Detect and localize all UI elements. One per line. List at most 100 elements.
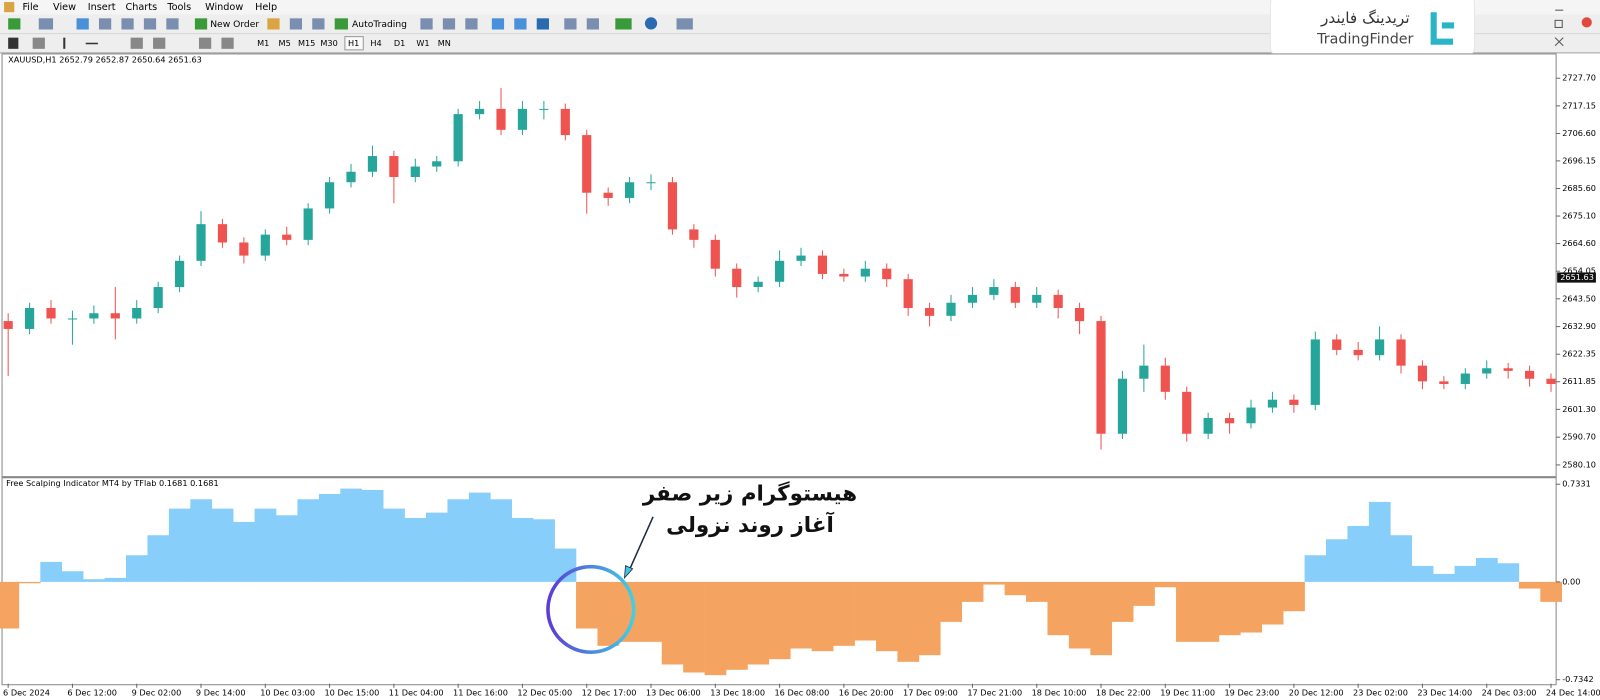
histogram-bar bbox=[790, 581, 813, 649]
menu-item[interactable]: Tools bbox=[166, 2, 191, 13]
icon[interactable] bbox=[153, 37, 166, 49]
icon[interactable] bbox=[166, 18, 179, 30]
icon[interactable] bbox=[76, 18, 89, 30]
histogram-bar bbox=[1261, 581, 1284, 625]
toolbar-icons bbox=[8, 17, 693, 49]
icon[interactable] bbox=[514, 18, 527, 30]
menu-item[interactable]: Window bbox=[205, 2, 243, 13]
icon[interactable] bbox=[334, 18, 348, 30]
icon[interactable] bbox=[8, 18, 21, 30]
icon[interactable] bbox=[644, 17, 658, 30]
candle-body bbox=[67, 318, 78, 320]
icon[interactable] bbox=[98, 18, 112, 30]
annotation-line: آغاز روند نزولی bbox=[666, 511, 834, 538]
icon[interactable] bbox=[465, 18, 478, 30]
icon[interactable] bbox=[267, 18, 280, 30]
x-tick-label: 18 Dec 22:00 bbox=[1096, 687, 1151, 697]
timeframe-button[interactable]: D1 bbox=[394, 38, 405, 48]
timeframe-button[interactable]: H1 bbox=[348, 38, 359, 48]
candle-body bbox=[560, 108, 570, 136]
y-tick-label: 2622.35 bbox=[1562, 349, 1596, 359]
menu-item[interactable]: File bbox=[22, 2, 38, 13]
histogram-bar bbox=[640, 581, 663, 642]
icon[interactable] bbox=[121, 18, 134, 30]
icon[interactable] bbox=[312, 18, 325, 30]
icon[interactable] bbox=[130, 37, 143, 49]
icon[interactable] bbox=[85, 42, 98, 45]
y-tick-label: 2654.05 bbox=[1562, 266, 1596, 276]
x-tick-label: 23 Dec 02:00 bbox=[1353, 687, 1408, 697]
candle-body bbox=[1417, 365, 1428, 382]
candle-body bbox=[1203, 418, 1213, 434]
histogram-bar bbox=[1218, 581, 1241, 636]
timeframe-button[interactable]: M5 bbox=[279, 38, 291, 48]
toolbar-buttons: New Order AutoTrading M1 M5 M15 M30 H1 H4 D1 W1 MN bbox=[210, 19, 451, 51]
candle-body bbox=[46, 307, 56, 319]
timeframe-button[interactable]: W1 bbox=[416, 38, 429, 48]
icon[interactable] bbox=[491, 18, 505, 30]
histogram-bar bbox=[1518, 581, 1541, 589]
histogram-bar bbox=[276, 515, 298, 582]
y-tick-label: 2696.15 bbox=[1562, 155, 1596, 165]
icon[interactable] bbox=[221, 37, 234, 49]
icon[interactable] bbox=[143, 18, 157, 30]
x-tick-label: 9 Dec 14:00 bbox=[196, 687, 246, 697]
candle-body bbox=[903, 279, 913, 308]
candle-body bbox=[432, 161, 442, 167]
timeframe-button[interactable]: H4 bbox=[370, 38, 381, 48]
histogram-bar bbox=[233, 521, 255, 582]
menu-item[interactable]: Insert bbox=[88, 2, 116, 13]
y-tick-label: 2643.50 bbox=[1562, 293, 1596, 303]
icon[interactable] bbox=[194, 18, 208, 30]
plot: 6 Dec 2024 6 Dec 12:00 9 Dec 02:00 9 Dec 14… bbox=[0, 73, 1600, 697]
histogram-bar bbox=[168, 508, 191, 582]
histogram-bar bbox=[340, 488, 363, 582]
x-tick-label: 11 Dec 04:00 bbox=[389, 687, 444, 697]
candle-body bbox=[496, 108, 506, 130]
menu-item[interactable]: Help bbox=[255, 2, 277, 13]
icon[interactable] bbox=[586, 18, 599, 30]
timeframe-button[interactable]: M15 bbox=[298, 38, 315, 48]
app-icon bbox=[4, 2, 15, 13]
candle-body bbox=[775, 260, 785, 282]
icon[interactable] bbox=[442, 18, 456, 30]
candle-body bbox=[1546, 378, 1556, 384]
x-tick-label: 20 Dec 12:00 bbox=[1289, 687, 1344, 697]
candle-body bbox=[1482, 368, 1492, 374]
autotrading-button[interactable]: AutoTrading bbox=[352, 19, 407, 30]
icon[interactable] bbox=[564, 18, 577, 30]
menu-item[interactable]: View bbox=[53, 2, 76, 13]
histogram-bar bbox=[918, 581, 941, 656]
y-tick-label: -0.7342 bbox=[1562, 674, 1593, 684]
logo-icon bbox=[1430, 12, 1455, 45]
timeframe-button[interactable]: M30 bbox=[320, 38, 337, 48]
menu-item[interactable]: Charts bbox=[126, 2, 158, 13]
candle-body bbox=[3, 321, 13, 329]
icon[interactable] bbox=[8, 37, 19, 49]
icon[interactable] bbox=[63, 37, 66, 49]
icon[interactable] bbox=[536, 18, 549, 30]
histogram-bar bbox=[1454, 565, 1477, 582]
candle-body bbox=[925, 307, 935, 316]
icon[interactable] bbox=[289, 18, 303, 30]
timeframe-button[interactable]: MN bbox=[438, 38, 451, 48]
icon[interactable] bbox=[32, 37, 45, 49]
timeframe-button[interactable]: M1 bbox=[257, 38, 269, 48]
icon[interactable] bbox=[676, 18, 693, 30]
icon[interactable] bbox=[420, 18, 433, 30]
restore[interactable] bbox=[1554, 19, 1563, 28]
histogram-bar bbox=[1304, 555, 1327, 582]
candle-body bbox=[475, 108, 485, 115]
icon[interactable] bbox=[198, 37, 212, 49]
close[interactable] bbox=[1554, 37, 1564, 47]
icon[interactable] bbox=[38, 18, 54, 30]
candle-body bbox=[1246, 407, 1256, 424]
histogram-bar bbox=[104, 577, 127, 582]
histogram-bar bbox=[1197, 581, 1220, 642]
histogram-bar bbox=[361, 489, 384, 582]
histogram-bar bbox=[576, 581, 598, 629]
histogram-bar bbox=[83, 579, 105, 582]
histogram-bar bbox=[661, 581, 684, 665]
icon[interactable] bbox=[615, 18, 632, 30]
new-order-button[interactable]: New Order bbox=[210, 19, 259, 30]
